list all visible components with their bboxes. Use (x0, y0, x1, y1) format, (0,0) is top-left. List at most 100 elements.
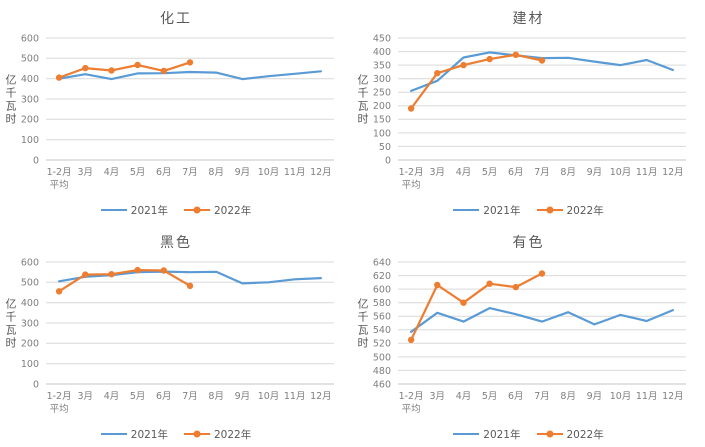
svg-text:1-2月: 1-2月 (47, 391, 72, 402)
legend-line-sample-2021 (100, 432, 127, 436)
svg-text:480: 480 (373, 366, 391, 377)
svg-text:3月: 3月 (78, 167, 94, 178)
svg-text:瓦: 瓦 (358, 100, 369, 113)
legend-item-2021: 2021年 (453, 203, 521, 218)
svg-text:时: 时 (6, 113, 17, 126)
svg-text:5月: 5月 (130, 391, 146, 402)
svg-text:0: 0 (33, 379, 39, 390)
chart-legend: 2021年 2022年 (0, 424, 352, 444)
legend-label-2021: 2021年 (483, 204, 521, 217)
svg-text:4月: 4月 (456, 391, 472, 402)
svg-text:500: 500 (373, 352, 391, 363)
svg-text:5月: 5月 (482, 167, 498, 178)
svg-text:4月: 4月 (456, 167, 472, 178)
svg-text:9月: 9月 (235, 167, 251, 178)
svg-text:亿: 亿 (6, 298, 17, 311)
svg-text:0: 0 (33, 155, 39, 166)
svg-text:620: 620 (373, 271, 391, 282)
chart-plot: 0 50 100 150 200 250 300 350 400 450 1-2月 3月 4月 5月 6月 7… (358, 33, 686, 191)
svg-text:1-2月: 1-2月 (47, 167, 72, 178)
legend-item-2022: 2022年 (536, 427, 604, 442)
svg-text:12月: 12月 (662, 167, 684, 178)
legend-label-2022: 2022年 (566, 204, 604, 217)
svg-text:300: 300 (21, 318, 39, 329)
svg-text:400: 400 (373, 47, 391, 58)
chart-legend: 2021年 2022年 (0, 200, 352, 220)
svg-text:时: 时 (6, 337, 17, 350)
legend-label-2021: 2021年 (130, 204, 168, 217)
svg-text:千: 千 (358, 311, 369, 324)
legend-label-2021: 2021年 (483, 428, 521, 441)
svg-text:640: 640 (373, 257, 391, 268)
svg-text:7月: 7月 (182, 391, 198, 402)
svg-text:时: 时 (358, 337, 369, 350)
svg-text:300: 300 (373, 74, 391, 85)
svg-text:7月: 7月 (534, 391, 550, 402)
svg-text:3月: 3月 (430, 391, 446, 402)
legend-label-2022: 2022年 (566, 428, 604, 441)
legend-item-2021: 2021年 (100, 203, 168, 218)
svg-text:7月: 7月 (534, 167, 550, 178)
svg-text:10月: 10月 (610, 391, 632, 402)
chart-panel-chemical: 化工 0 100 200 300 400 500 600 1-2月 3月 4月 5月 6月 7月 8月 9月… (0, 0, 352, 224)
svg-text:10月: 10月 (258, 391, 280, 402)
svg-text:8月: 8月 (208, 167, 224, 178)
svg-text:7月: 7月 (182, 167, 198, 178)
svg-text:4月: 4月 (104, 391, 120, 402)
svg-text:1-2月: 1-2月 (399, 391, 424, 402)
svg-text:亿: 亿 (358, 298, 369, 311)
svg-text:250: 250 (373, 88, 391, 99)
svg-text:100: 100 (21, 135, 39, 146)
chart-plot: 0 100 200 300 400 500 600 1-2月 3月 4月 5月 6月 7月 8月 9月 10月… (6, 33, 334, 191)
svg-text:50: 50 (379, 142, 391, 153)
svg-text:平均: 平均 (50, 179, 69, 191)
svg-text:5月: 5月 (482, 391, 498, 402)
legend-label-2021: 2021年 (130, 428, 168, 441)
svg-text:11月: 11月 (636, 167, 658, 178)
svg-text:8月: 8月 (208, 391, 224, 402)
svg-text:450: 450 (373, 33, 391, 44)
svg-text:3月: 3月 (78, 391, 94, 402)
svg-text:时: 时 (358, 113, 369, 126)
legend-label-2022: 2022年 (214, 204, 252, 217)
svg-text:200: 200 (21, 115, 39, 126)
legend-line-sample-2022 (184, 430, 210, 438)
svg-text:8月: 8月 (560, 391, 576, 402)
legend-item-2022: 2022年 (536, 203, 604, 218)
svg-text:200: 200 (21, 339, 39, 350)
svg-text:150: 150 (373, 115, 391, 126)
legend-label-2022: 2022年 (214, 428, 252, 441)
svg-text:12月: 12月 (310, 167, 332, 178)
chart-panel-nonferrous: 有色 460 480 500 520 540 560 580 600 620 640 1-2月 3月 4… (352, 224, 705, 447)
svg-text:350: 350 (373, 61, 391, 72)
legend-line-sample-2022 (536, 430, 563, 438)
svg-text:100: 100 (373, 128, 391, 139)
svg-text:平均: 平均 (402, 179, 421, 191)
svg-text:11月: 11月 (284, 167, 306, 178)
svg-text:6月: 6月 (156, 167, 172, 178)
svg-text:瓦: 瓦 (358, 324, 369, 337)
svg-text:6月: 6月 (156, 391, 172, 402)
legend-marker-dot-icon (546, 430, 553, 438)
svg-text:560: 560 (373, 312, 391, 323)
legend-line-sample-2022 (536, 206, 563, 214)
chart-title: 建材 (512, 11, 545, 27)
svg-text:8月: 8月 (560, 167, 576, 178)
svg-text:400: 400 (21, 74, 39, 85)
svg-text:瓦: 瓦 (6, 324, 17, 337)
svg-text:500: 500 (21, 54, 39, 65)
svg-text:600: 600 (373, 285, 391, 296)
legend-line-sample-2022 (184, 206, 210, 214)
chart-title: 化工 (160, 11, 192, 27)
legend-line-sample-2021 (100, 208, 127, 212)
svg-text:11月: 11月 (284, 391, 306, 402)
svg-text:600: 600 (21, 257, 39, 268)
svg-text:0: 0 (385, 155, 391, 166)
legend-line-sample-2021 (453, 432, 480, 436)
svg-text:100: 100 (21, 359, 39, 370)
svg-text:12月: 12月 (662, 391, 684, 402)
svg-text:5月: 5月 (130, 167, 146, 178)
svg-text:500: 500 (21, 278, 39, 289)
svg-text:300: 300 (21, 94, 39, 105)
